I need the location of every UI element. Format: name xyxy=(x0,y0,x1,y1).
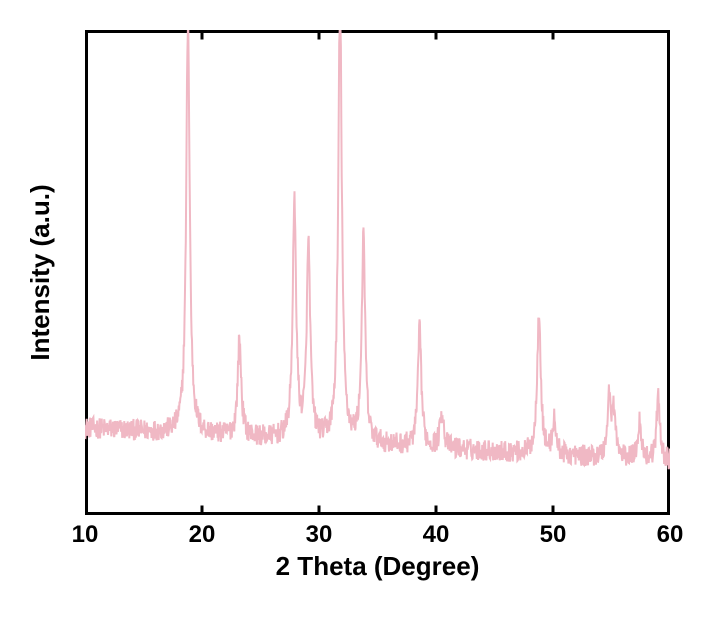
x-tick-label: 40 xyxy=(416,521,456,549)
plot-svg xyxy=(85,30,670,515)
y-axis-label: Intensity (a.u.) xyxy=(25,30,56,515)
x-axis-label: 2 Theta (Degree) xyxy=(85,551,670,582)
plot-area xyxy=(85,30,670,515)
x-tick-label: 20 xyxy=(182,521,222,549)
x-tick-label: 50 xyxy=(533,521,573,549)
x-tick-label: 10 xyxy=(65,521,105,549)
x-tick-label: 60 xyxy=(650,521,690,549)
xrd-chart: Intensity (a.u.) 2 Theta (Degree) 10 20 30… xyxy=(0,0,704,619)
x-tick-label: 30 xyxy=(299,521,339,549)
